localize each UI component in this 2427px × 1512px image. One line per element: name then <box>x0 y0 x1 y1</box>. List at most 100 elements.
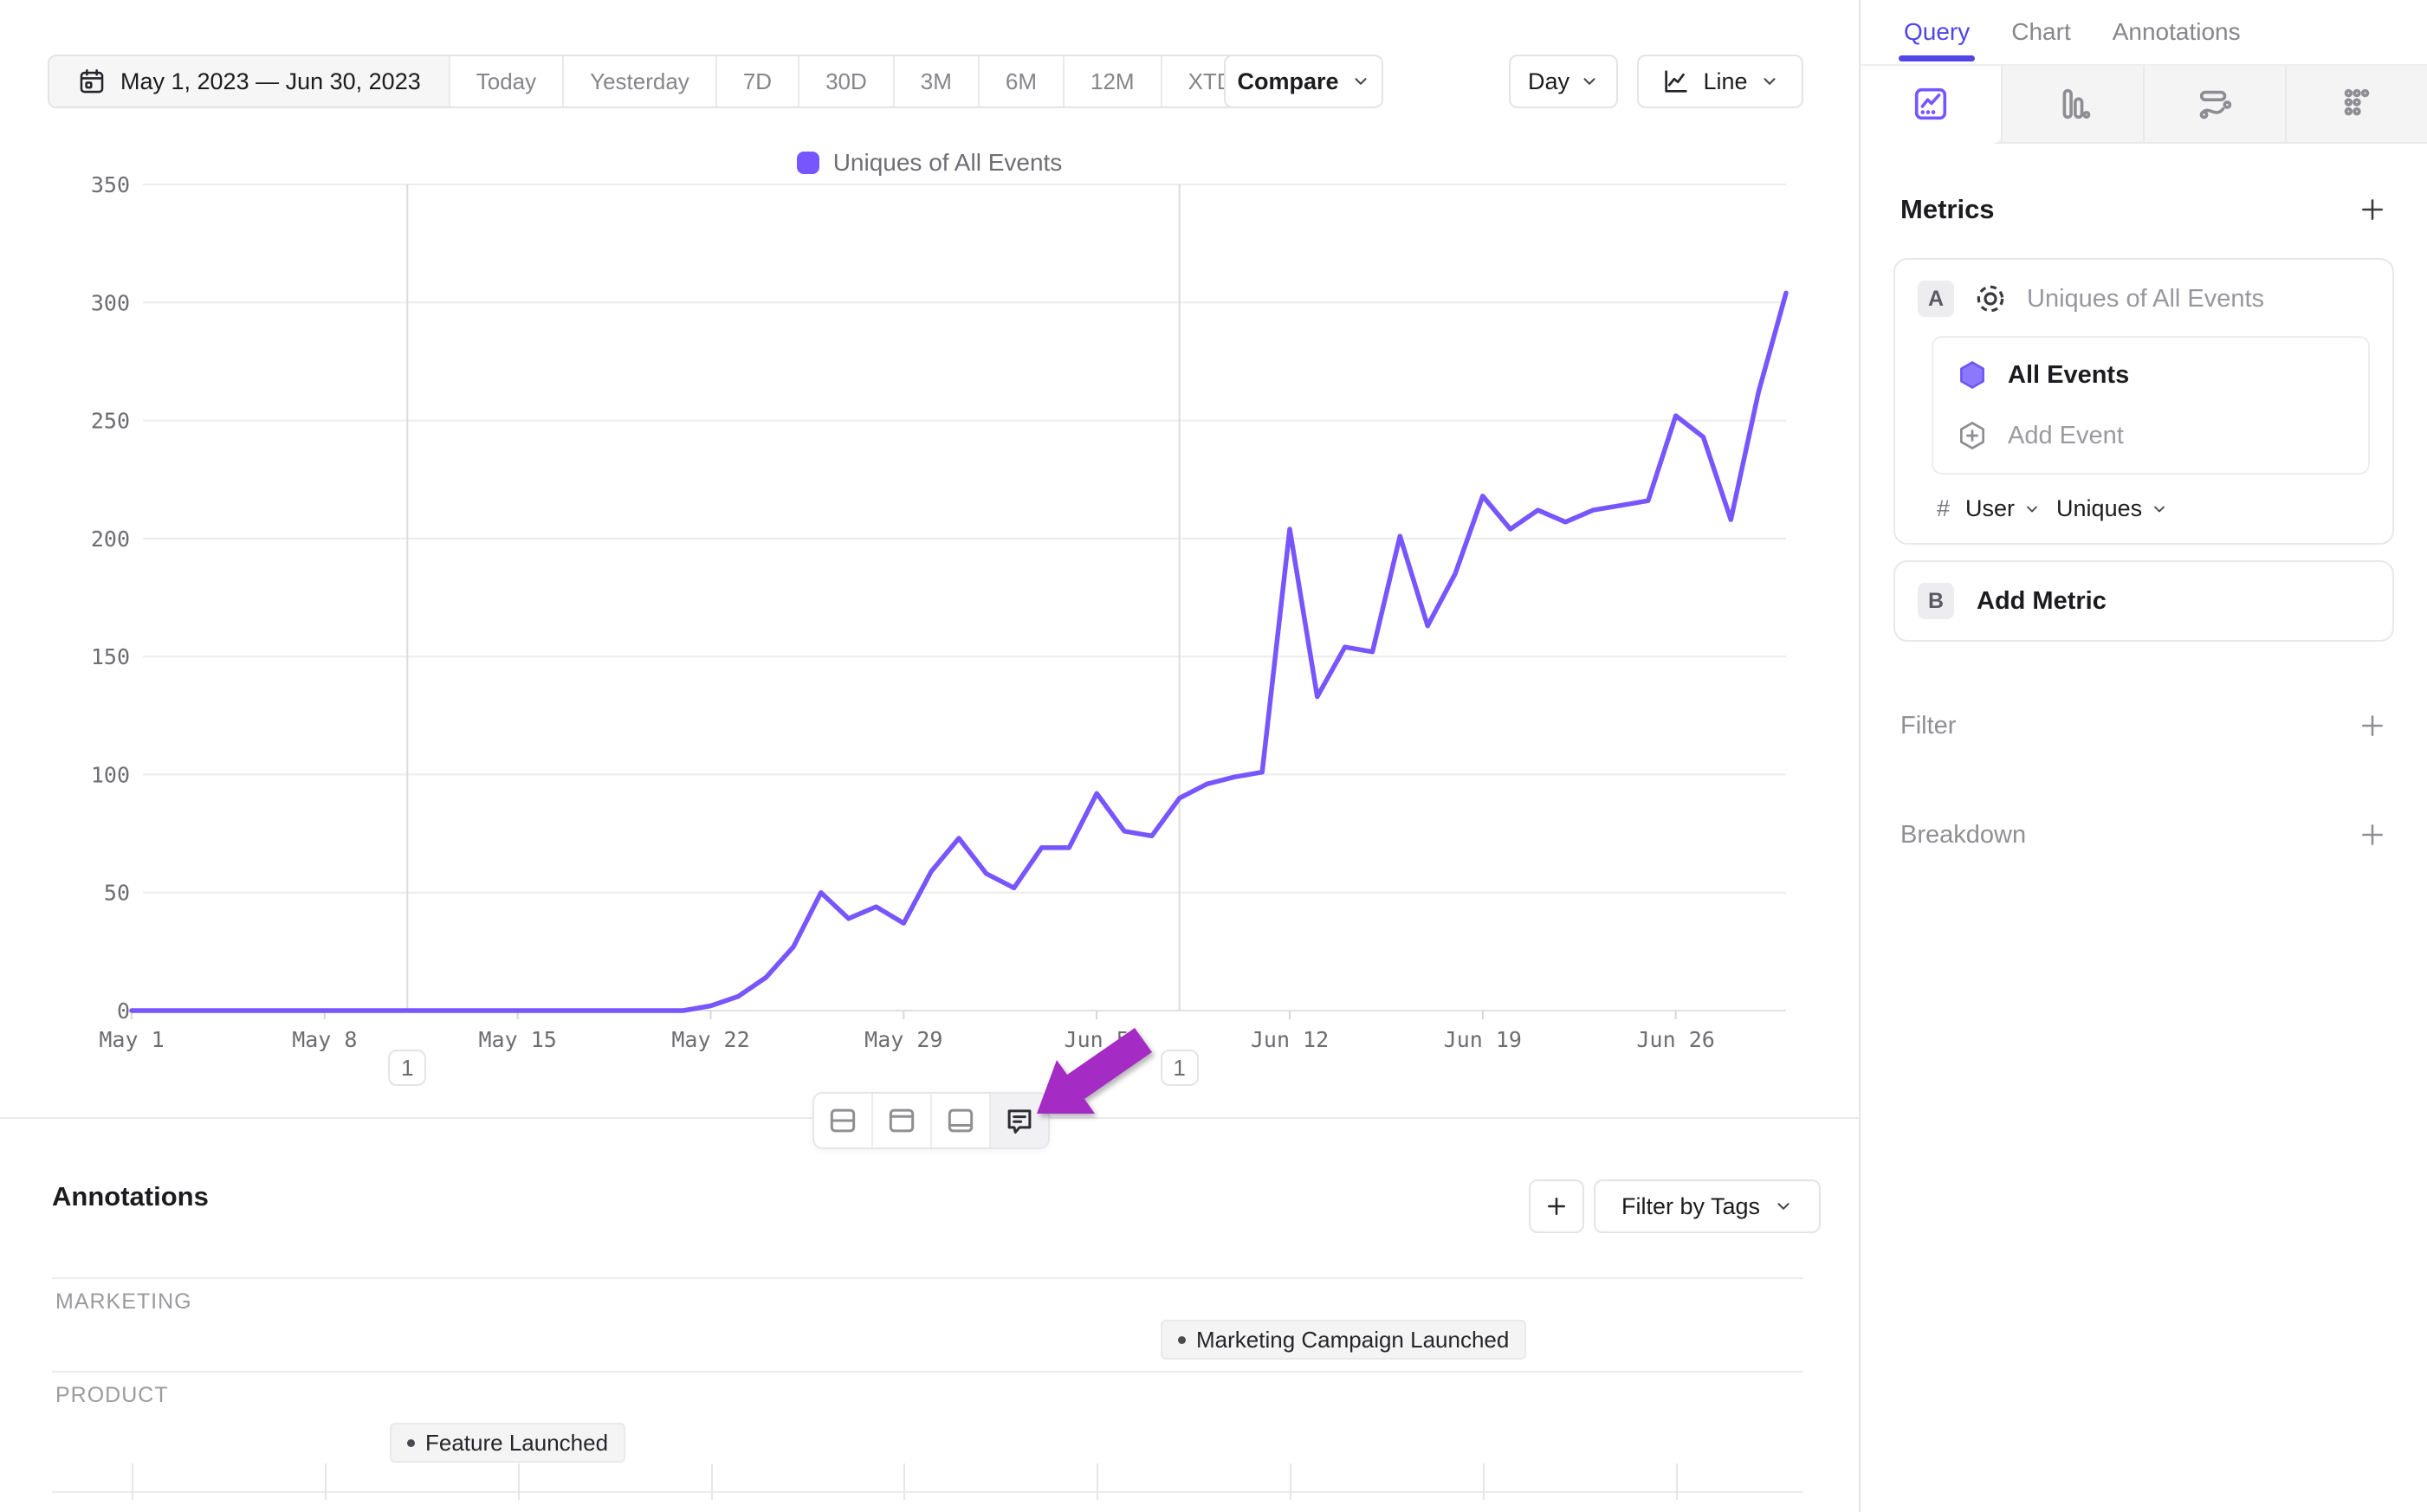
view-bar-chart-button[interactable] <box>2001 66 2143 142</box>
bullet-dot <box>1178 1335 1186 1344</box>
svg-text:200: 200 <box>91 527 130 552</box>
date-range-label: May 1, 2023 — Jun 30, 2023 <box>120 68 421 94</box>
chart-view-switcher <box>1861 64 2427 144</box>
annotation-group-marketing: MARKETING <box>55 1289 192 1314</box>
svg-text:May 8: May 8 <box>292 1027 357 1052</box>
compare-button[interactable]: Compare <box>1224 55 1383 108</box>
range-yesterday[interactable]: Yesterday <box>562 56 715 107</box>
timeline-week-tick <box>903 1464 906 1500</box>
timeline-week-tick <box>1675 1464 1678 1500</box>
timeline-week-tick <box>1482 1464 1485 1500</box>
chevron-down-icon <box>2023 501 2041 518</box>
add-event-button[interactable]: Add Event <box>1956 419 2346 452</box>
layout-panel-bottom-button[interactable] <box>930 1094 989 1147</box>
line-chart[interactable]: 0 50 100 150 200 250 300 350 May 1 May 8 May 15 May… <box>0 130 1859 1108</box>
sidebar: Query Chart Annotations <box>1859 0 2427 1512</box>
breakdown-section: Breakdown <box>1893 820 2394 850</box>
divider <box>52 1491 1803 1493</box>
annotation-pill-marketing[interactable]: Marketing Campaign Launched <box>1161 1320 1527 1360</box>
date-range-button[interactable]: May 1, 2023 — Jun 30, 2023 <box>49 56 449 107</box>
chart-legend[interactable]: Uniques of All Events <box>0 149 1859 177</box>
chevron-down-icon <box>2151 501 2168 518</box>
sidebar-tabs: Query Chart Annotations <box>1861 0 2427 64</box>
granularity-button[interactable]: Day <box>1509 55 1618 108</box>
chevron-down-icon <box>1760 72 1779 91</box>
tab-chart[interactable]: Chart <box>2011 18 2071 45</box>
svg-text:Jun 19: Jun 19 <box>1444 1027 1522 1052</box>
svg-text:May 29: May 29 <box>864 1027 942 1052</box>
divider <box>52 1371 1803 1373</box>
chart-type-button[interactable]: Line <box>1637 55 1803 108</box>
annotation-group-product: PRODUCT <box>55 1383 169 1407</box>
legend-swatch <box>796 152 819 174</box>
line-chart-icon <box>1661 67 1691 96</box>
range-6m[interactable]: 6M <box>977 56 1064 107</box>
event-all-events[interactable]: All Events <box>1956 359 2346 391</box>
chevron-down-icon <box>1351 72 1370 91</box>
hexagon-plus-icon <box>1956 419 1989 452</box>
add-breakdown-button[interactable] <box>2358 820 2387 850</box>
metric-a-name[interactable]: Uniques of All Events <box>2027 284 2265 313</box>
view-grid-dots-button[interactable] <box>2285 66 2427 142</box>
annotations-comment-button[interactable] <box>989 1094 1048 1147</box>
query-panel: Metrics A Uniques of All Events <box>1861 194 2427 850</box>
metric-settings-icon[interactable] <box>1973 281 2008 316</box>
timeline-week-tick <box>517 1464 520 1500</box>
timeline-week-tick <box>710 1464 713 1500</box>
annotation-pill-feature[interactable]: Feature Launched <box>390 1423 626 1463</box>
filter-label: Filter <box>1900 711 1957 740</box>
metric-b-badge: B <box>1918 583 1954 619</box>
calendar-icon <box>77 67 107 96</box>
svg-text:May 1: May 1 <box>99 1027 164 1052</box>
svg-text:100: 100 <box>91 762 130 787</box>
legend-label: Uniques of All Events <box>832 149 1063 176</box>
aggregation-dropdown[interactable]: Uniques <box>2056 495 2168 522</box>
svg-text:0: 0 <box>117 998 130 1024</box>
entity-dropdown[interactable]: User <box>1965 495 2041 522</box>
add-annotation-button[interactable] <box>1529 1179 1584 1233</box>
chart-layout-toolbar <box>812 1092 1050 1149</box>
hexagon-icon <box>1956 359 1989 391</box>
count-symbol: # <box>1937 495 1951 521</box>
axis-labels: 0 50 100 150 200 250 300 350 May 1 May 8 May 15 May… <box>91 172 1715 1052</box>
metrics-title: Metrics <box>1900 194 1995 224</box>
divider <box>52 1277 1803 1279</box>
svg-text:150: 150 <box>91 644 130 669</box>
view-line-chart-button[interactable] <box>1861 66 2001 144</box>
main-panel: May 1, 2023 — Jun 30, 2023 Today Yesterda… <box>0 55 1859 1500</box>
range-7d[interactable]: 7D <box>715 56 799 107</box>
date-range-control: May 1, 2023 — Jun 30, 2023 Today Yesterda… <box>48 55 1289 108</box>
bullet-dot <box>407 1438 415 1447</box>
range-30d[interactable]: 30D <box>798 56 893 107</box>
add-metric-plus-button[interactable] <box>2358 195 2387 224</box>
view-flow-button[interactable] <box>2143 66 2285 142</box>
series-line <box>129 290 1789 1013</box>
annotation-count-badge[interactable]: 1 <box>388 1050 427 1086</box>
svg-text:May 15: May 15 <box>479 1027 557 1052</box>
timeline-week-tick <box>132 1464 133 1500</box>
breakdown-label: Breakdown <box>1900 820 2027 849</box>
range-12m[interactable]: 12M <box>1063 56 1161 107</box>
filter-by-tags-button[interactable]: Filter by Tags <box>1594 1179 1822 1233</box>
tab-query[interactable]: Query <box>1898 0 1976 64</box>
annotation-count-badge[interactable]: 1 <box>1160 1050 1199 1086</box>
chevron-down-icon <box>1580 72 1599 91</box>
add-metric-button[interactable]: B Add Metric <box>1893 560 2394 642</box>
filter-section: Filter <box>1893 711 2394 740</box>
range-today[interactable]: Today <box>448 56 563 107</box>
range-3m[interactable]: 3M <box>892 56 978 107</box>
tab-annotations[interactable]: Annotations <box>2112 18 2241 45</box>
timeline-week-tick <box>1290 1464 1291 1500</box>
timeline-week-tick <box>324 1464 327 1500</box>
svg-text:May 22: May 22 <box>671 1027 749 1052</box>
plus-icon <box>1544 1193 1569 1219</box>
add-filter-button[interactable] <box>2358 711 2387 740</box>
pointer-arrow <box>1037 1028 1152 1114</box>
layout-split-rows-button[interactable] <box>814 1094 871 1147</box>
aggregation-row: # User Uniques <box>1918 495 2370 522</box>
event-card: All Events Add Event <box>1932 336 2370 475</box>
timeline-week-tick <box>1097 1464 1099 1500</box>
layout-panel-top-button[interactable] <box>871 1094 930 1147</box>
svg-text:Jun 26: Jun 26 <box>1637 1027 1715 1052</box>
